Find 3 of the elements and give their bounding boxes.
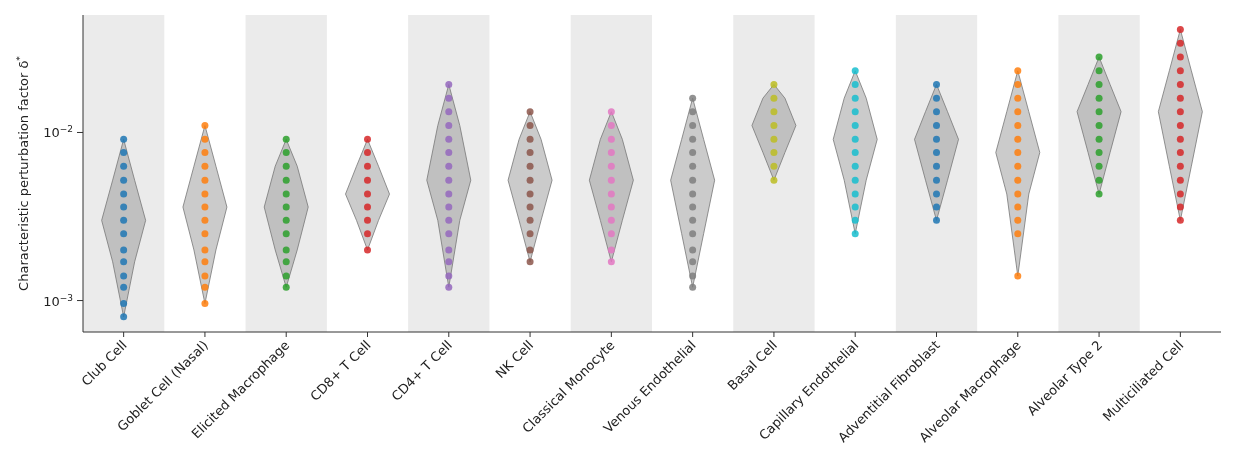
y-tick-label: 10$^{−2}$: [43, 124, 73, 141]
x-tick-label: NK Cell: [492, 337, 537, 382]
y-tick-label: 10$^{−3}$: [43, 292, 73, 309]
